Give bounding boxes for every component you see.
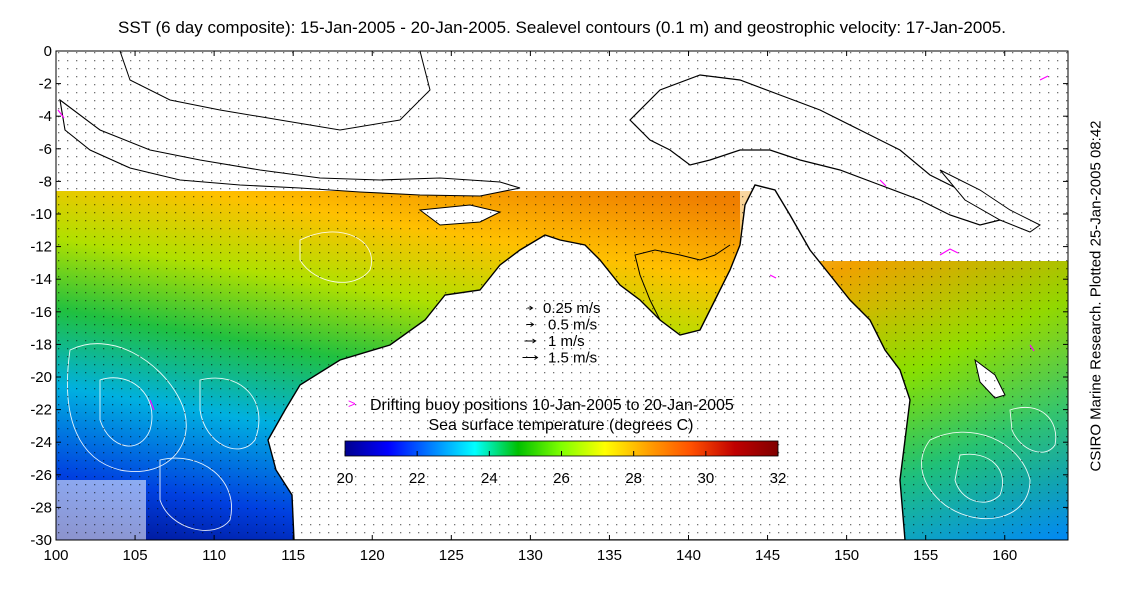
velocity-legend: 0.25 m/s0.5 m/s1 m/s1.5 m/s [522,300,601,367]
longitude-axis: 100 105 110 115 120 125 130 135 140 145 150 155 160 [43,51,1017,564]
latitude-axis: 0 -2 -4 -6 -8 -10 -12 -14 -16 -18 -20 -22 -24 -26 -28 -… [30,43,1068,549]
x-tick-label: 110 [202,547,226,564]
y-tick-label: -16 [30,304,52,321]
credit-note: CSIRO Marine Research. Plotted 25-Jan-20… [1087,120,1105,472]
x-tick-label: 100 [43,547,68,564]
colorbar-tick-label: 30 [697,470,714,487]
velocity-legend-label: 1 m/s [548,333,585,350]
y-tick-label: -22 [30,402,52,419]
velocity-vector-field [56,51,1068,540]
colorbar-tick-label: 20 [337,470,354,487]
velocity-legend-label: 0.25 m/s [543,300,601,317]
colorbar-tick-label: 26 [553,470,570,487]
velocity-legend-arrow [524,338,537,344]
colorbar-tick-label: 24 [481,470,498,487]
velocity-legend-label: 0.5 m/s [548,317,597,334]
colorbar-tick-label: 22 [409,470,426,487]
y-tick-label: -10 [30,206,52,223]
colorbar-tick-label: 32 [770,470,787,487]
velocity-legend-arrow [522,355,539,360]
velocity-legend-arrow [527,305,534,311]
buoy-legend-label: Drifting buoy positions 10-Jan-2005 to 2… [370,397,734,414]
y-tick-label: -4 [39,108,52,125]
y-tick-label: -12 [30,239,52,256]
x-tick-label: 155 [913,547,938,564]
colorbar-title: Sea surface temperature (degrees C) [428,417,693,434]
x-tick-label: 160 [992,547,1017,564]
y-tick-label: -14 [30,271,52,288]
velocity-legend-label: 1.5 m/s [548,350,597,367]
drifting-buoy-tracks [57,75,1049,411]
x-tick-label: 105 [123,547,148,564]
x-tick-label: 130 [518,547,543,564]
y-tick-label: -28 [30,499,52,516]
buoy-legend-symbol: > [348,396,356,411]
y-tick-label: -24 [30,434,52,451]
x-tick-label: 120 [360,547,385,564]
x-tick-label: 125 [439,547,464,564]
map-frame [55,50,1069,541]
buoy-legend: > Drifting buoy positions 10-Jan-2005 to… [348,396,734,414]
y-tick-label: -20 [30,369,52,386]
velocity-legend-arrow [526,322,535,327]
x-tick-label: 150 [834,547,859,564]
x-tick-label: 145 [755,547,780,564]
y-tick-label: -2 [39,76,52,93]
x-tick-label: 140 [676,547,701,564]
y-tick-label: -18 [30,336,52,353]
colorbar-tick-label: 28 [625,470,642,487]
y-tick-label: -26 [30,467,52,484]
x-tick-label: 135 [597,547,622,564]
y-tick-label: -6 [39,141,52,158]
x-tick-label: 115 [281,547,305,564]
y-tick-label: -8 [39,173,52,190]
y-tick-label: -30 [30,532,52,549]
colorbar-ticks: 20 22 24 26 28 30 32 [337,451,787,487]
map-title: SST (6 day composite): 15-Jan-2005 - 20-… [118,18,1006,37]
y-tick-label: 0 [44,43,52,60]
